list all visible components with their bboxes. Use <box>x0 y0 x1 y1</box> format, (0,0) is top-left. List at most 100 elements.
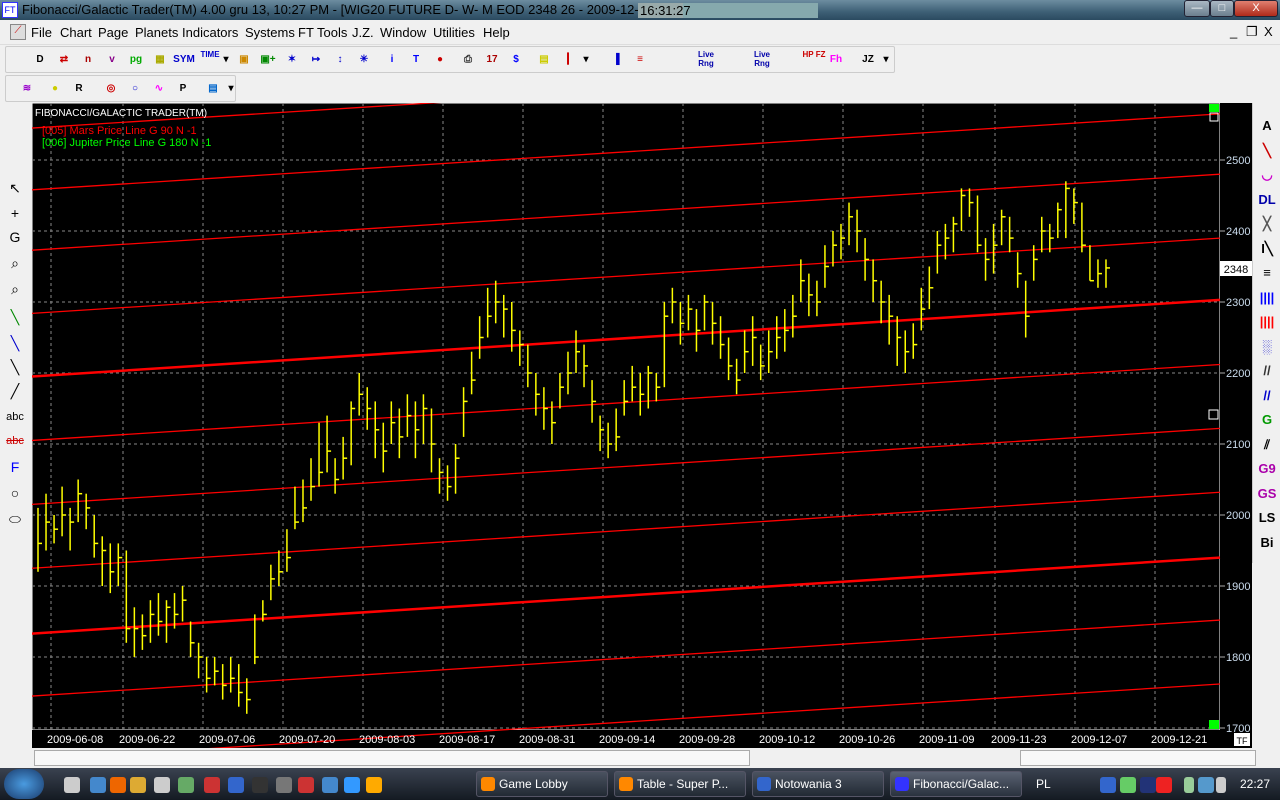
quicklaunch-icon[interactable] <box>298 777 314 793</box>
quicklaunch-icon[interactable] <box>154 777 170 793</box>
traffic-light-button[interactable]: ● <box>436 54 444 65</box>
dropdown3-button[interactable]: ▾ <box>883 54 889 65</box>
parallel-blue-tool[interactable]: // <box>1263 387 1271 403</box>
menu-file[interactable]: File <box>31 25 52 40</box>
notes-button[interactable]: ▤ <box>208 83 218 94</box>
horizontal-lines-tool[interactable]: ≡ <box>1263 265 1271 280</box>
calendar-button[interactable]: 17 <box>486 54 498 65</box>
pg-button[interactable]: pg <box>129 54 143 65</box>
quicklaunch-icon[interactable] <box>322 777 338 793</box>
i-fan-tool[interactable]: I╲ <box>1261 240 1273 256</box>
menu-indicators[interactable]: Indicators <box>182 25 239 40</box>
circle-tool[interactable]: ○ <box>10 485 20 501</box>
tray-app-icon[interactable] <box>1140 777 1156 793</box>
fz-h-button[interactable]: Fh <box>829 54 843 65</box>
zoom-gray-tool[interactable]: ⌕ <box>11 281 19 297</box>
p-cycle-button[interactable]: P <box>179 83 187 94</box>
bar-pattern-tool[interactable]: ░ <box>1262 338 1272 354</box>
live-rng-1-button[interactable]: Live Rng <box>697 50 714 68</box>
delete-text-tool[interactable]: abc <box>6 435 24 447</box>
volume-icon[interactable] <box>1216 777 1226 793</box>
time-button[interactable]: TIME <box>200 50 220 59</box>
target-button[interactable]: ◎ <box>106 83 116 94</box>
quicklaunch-icon[interactable] <box>178 777 194 793</box>
ls-tool[interactable]: LS <box>1258 510 1276 525</box>
g9-tool[interactable]: G9 <box>1258 461 1276 476</box>
crosshair-tool[interactable]: + <box>10 205 20 221</box>
grid-button[interactable]: ▦ <box>155 54 165 65</box>
bar-chart-button[interactable]: ▐ <box>612 54 620 65</box>
system-clock[interactable]: 22:27 <box>1240 777 1271 791</box>
menu-help[interactable]: Help <box>483 25 510 40</box>
text-abc-tool[interactable]: abc <box>6 411 24 423</box>
bars-v-button[interactable]: v <box>109 54 115 65</box>
menu-page[interactable]: Page <box>98 25 129 40</box>
taskbar-button[interactable]: Game Lobby <box>476 771 608 797</box>
quicklaunch-icon[interactable] <box>110 777 126 793</box>
ruler-button[interactable]: ▤ <box>539 54 549 65</box>
taskbar-button[interactable]: Fibonacci/Galac... <box>890 771 1022 797</box>
pitchfork-tool[interactable]: ╱ <box>10 383 20 399</box>
zoom-tool[interactable]: ⌕ <box>11 255 19 271</box>
language-indicator[interactable]: PL <box>1036 777 1051 791</box>
menu-chart[interactable]: Chart <box>60 25 92 40</box>
trendline-blue-tool[interactable]: ╲ <box>10 335 20 351</box>
vertical-blue-tool[interactable]: |||| <box>1259 289 1275 305</box>
dropdown-button[interactable]: ▾ <box>228 83 234 94</box>
live-rng-2-button[interactable]: Live Rng <box>753 50 770 68</box>
timeframe-label[interactable]: TF <box>1237 736 1248 746</box>
taskbar-button[interactable]: Notowania 3 <box>752 771 884 797</box>
add-layer-button[interactable]: ▣+ <box>260 54 276 65</box>
new-chart-button[interactable]: D <box>36 54 44 65</box>
menu-window[interactable]: Window <box>380 25 427 40</box>
layers-button[interactable]: ▣ <box>239 54 249 65</box>
bi-tool[interactable]: Bi <box>1260 534 1274 550</box>
scroll-button[interactable]: ↕ <box>337 54 343 65</box>
trendline-green-tool[interactable]: ╲ <box>10 309 20 325</box>
timeframe-button[interactable] <box>1234 733 1250 746</box>
parallel-tool[interactable]: // <box>1263 363 1271 378</box>
wheel-button[interactable]: ○ <box>131 83 139 94</box>
candles-button[interactable]: ┃ <box>564 54 572 65</box>
battery-icon[interactable] <box>1184 777 1194 793</box>
menu-utilities[interactable]: Utilities <box>433 25 475 40</box>
arcs-tool[interactable]: ◡ <box>1261 167 1273 182</box>
mdi-restore-button[interactable]: ❐ <box>1246 24 1258 39</box>
quicklaunch-icon[interactable] <box>204 777 220 793</box>
fib-tool[interactable]: F <box>10 459 20 475</box>
quicklaunch-icon[interactable] <box>366 777 382 793</box>
andrews-tool[interactable]: A <box>1262 118 1272 133</box>
tray-green-icon[interactable] <box>1120 777 1136 793</box>
dollar-button[interactable]: $ <box>513 54 519 65</box>
jz-button[interactable]: JZ <box>862 54 874 65</box>
print-button[interactable]: ⎙ <box>464 54 472 65</box>
gann-tool[interactable]: G <box>9 229 21 245</box>
multi-chart-button[interactable]: ≡ <box>637 54 643 65</box>
quicklaunch-icon[interactable] <box>64 777 80 793</box>
scale-toggle-icon[interactable] <box>1209 112 1219 122</box>
quicklaunch-icon[interactable] <box>228 777 244 793</box>
sym-button[interactable]: SYM <box>173 54 195 65</box>
grid-g-tool[interactable]: G <box>1261 412 1273 427</box>
minimize-button[interactable]: — <box>1184 0 1210 17</box>
gann-fan-tool[interactable]: ⫽ <box>1264 436 1270 452</box>
hp-fz-button[interactable]: HP FZ <box>802 50 826 59</box>
tray-notowania-icon[interactable] <box>1100 777 1116 793</box>
mdi-close-button[interactable]: X <box>1264 24 1273 39</box>
compress-button[interactable]: ✶ <box>287 54 297 65</box>
quicklaunch-icon[interactable] <box>344 777 360 793</box>
menu-fttools[interactable]: FT Tools <box>298 25 348 40</box>
open-chart-button[interactable]: ⇄ <box>59 54 69 65</box>
zoom-in-button[interactable]: ✳ <box>359 54 369 65</box>
close-button[interactable]: X <box>1234 0 1278 17</box>
pointer-tool[interactable]: ↖ <box>9 180 21 196</box>
dropdown2-button[interactable]: ▾ <box>583 54 589 65</box>
scroll-handle[interactable] <box>1208 409 1219 420</box>
menu-planets[interactable]: Planets <box>135 25 179 40</box>
gs-tool[interactable]: GS <box>1257 485 1277 501</box>
dropdown-button[interactable]: ▾ <box>223 54 229 65</box>
planet-lines-button[interactable]: ≋ <box>22 83 32 94</box>
quicklaunch-icon[interactable] <box>130 777 146 793</box>
document-icon[interactable]: ⟋ <box>10 24 26 40</box>
vertical-red-tool[interactable]: |||| <box>1259 314 1275 329</box>
